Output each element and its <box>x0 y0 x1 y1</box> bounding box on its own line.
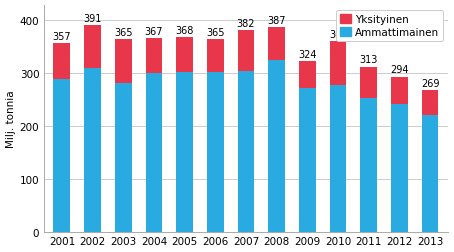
Bar <box>176 38 193 73</box>
Bar <box>268 60 285 232</box>
Bar <box>207 73 224 232</box>
Bar <box>84 69 101 232</box>
Text: 324: 324 <box>298 49 316 59</box>
Bar <box>54 79 70 232</box>
Bar <box>360 67 377 99</box>
Text: 365: 365 <box>114 28 133 38</box>
Bar <box>422 90 439 115</box>
Bar <box>237 72 254 232</box>
Text: 294: 294 <box>390 65 409 75</box>
Bar <box>330 85 346 232</box>
Bar <box>115 40 132 84</box>
Bar <box>176 73 193 232</box>
Bar <box>391 104 408 232</box>
Text: 361: 361 <box>329 30 347 40</box>
Text: 391: 391 <box>84 14 102 24</box>
Bar <box>330 42 346 85</box>
Legend: Yksityinen, Ammattimainen: Yksityinen, Ammattimainen <box>336 11 443 42</box>
Bar <box>237 31 254 72</box>
Text: 269: 269 <box>421 78 439 88</box>
Text: 368: 368 <box>175 26 194 36</box>
Text: 387: 387 <box>267 16 286 26</box>
Y-axis label: Milj. tonnia: Milj. tonnia <box>5 90 15 148</box>
Text: 313: 313 <box>360 55 378 65</box>
Text: 382: 382 <box>237 19 255 29</box>
Bar <box>115 84 132 232</box>
Bar <box>146 39 163 74</box>
Bar <box>391 77 408 104</box>
Bar <box>54 44 70 79</box>
Bar <box>146 74 163 232</box>
Bar <box>299 61 316 88</box>
Text: 357: 357 <box>53 32 71 42</box>
Bar <box>360 99 377 232</box>
Text: 365: 365 <box>206 28 225 38</box>
Bar <box>268 28 285 60</box>
Bar <box>84 26 101 69</box>
Bar <box>207 40 224 73</box>
Bar <box>422 115 439 232</box>
Text: 367: 367 <box>145 27 163 37</box>
Bar <box>299 88 316 232</box>
